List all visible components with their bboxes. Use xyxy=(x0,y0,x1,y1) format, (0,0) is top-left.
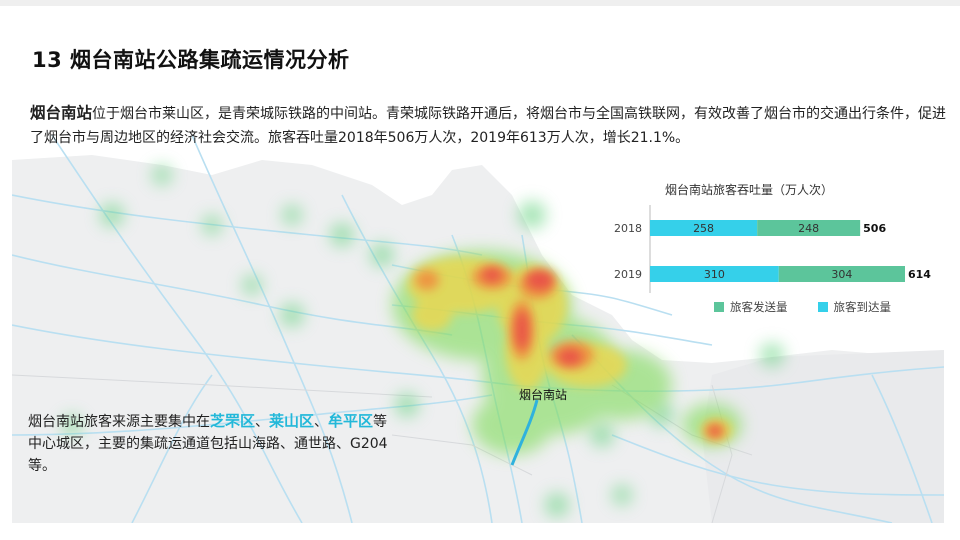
note-sep-2: 、 xyxy=(314,414,329,430)
intro-paragraph: 烟台南站位于烟台市莱山区，是青荣城际铁路的中间站。青荣城际铁路开通后，将烟台市与… xyxy=(30,101,950,150)
legend-label-departure: 旅客发送量 xyxy=(730,300,788,314)
land-area xyxy=(702,350,944,523)
note-sep-1: 、 xyxy=(255,414,270,430)
legend-swatch-arrival xyxy=(817,302,828,312)
heatmap-map xyxy=(12,135,944,523)
legend-item-arrival: 旅客到达量 xyxy=(817,299,892,315)
passenger-bar-chart: 2018 258 248 506 2019 310 304 614 xyxy=(614,205,931,293)
chart-title: 烟台南站旅客吞吐量（万人次） xyxy=(665,183,834,197)
heat-red-layer xyxy=(482,268,721,436)
total-label-2018: 506 xyxy=(863,222,886,235)
legend-label-arrival: 旅客到达量 xyxy=(833,300,892,314)
source-note: 烟台南站旅客来源主要集中在芝罘区、莱山区、牟平区等中心城区，主要的集疏运通道包括… xyxy=(28,410,393,477)
sea-area xyxy=(12,135,944,363)
intro-text: 位于烟台市莱山区，是青荣城际铁路的中间站。青荣城际铁路开通后，将烟台市与全国高铁… xyxy=(30,106,947,146)
bar-2019-series-0 xyxy=(650,266,779,282)
bar-value-2018-series-1: 248 xyxy=(798,222,819,235)
page-title: 13 烟台南站公路集疏运情况分析 xyxy=(32,48,350,72)
total-label-2019: 614 xyxy=(908,268,931,281)
note-part-1: 烟台南站旅客来源主要集中在 xyxy=(28,414,210,430)
bar-2018-series-0 xyxy=(650,220,758,236)
bar-value-2019-series-1: 304 xyxy=(831,268,852,281)
intro-bold: 烟台南站 xyxy=(30,104,93,122)
bar-2019-series-1 xyxy=(778,266,905,282)
map-graphic xyxy=(12,135,944,523)
legend-swatch-departure xyxy=(714,302,724,312)
note-highlight-muping: 牟平区 xyxy=(328,412,374,430)
note-highlight-zhifu: 芝罘区 xyxy=(210,412,256,430)
note-highlight-laishan: 莱山区 xyxy=(269,412,315,430)
top-strip xyxy=(0,0,960,6)
legend-item-departure: 旅客发送量 xyxy=(714,299,788,315)
chart-legend: 旅客发送量 旅客到达量 xyxy=(714,299,921,315)
category-label-2018: 2018 xyxy=(614,222,642,235)
note-part-2: 等中心城区，主要的集疏运通道包括山海路、通世路、G204等。 xyxy=(28,414,388,474)
bar-value-2018-series-0: 258 xyxy=(693,222,714,235)
category-label-2019: 2019 xyxy=(614,268,642,281)
bar-2018-series-1 xyxy=(757,220,861,236)
station-label: 烟台南站 xyxy=(519,388,568,402)
bar-value-2019-series-0: 310 xyxy=(704,268,725,281)
rail-line xyxy=(510,399,539,466)
